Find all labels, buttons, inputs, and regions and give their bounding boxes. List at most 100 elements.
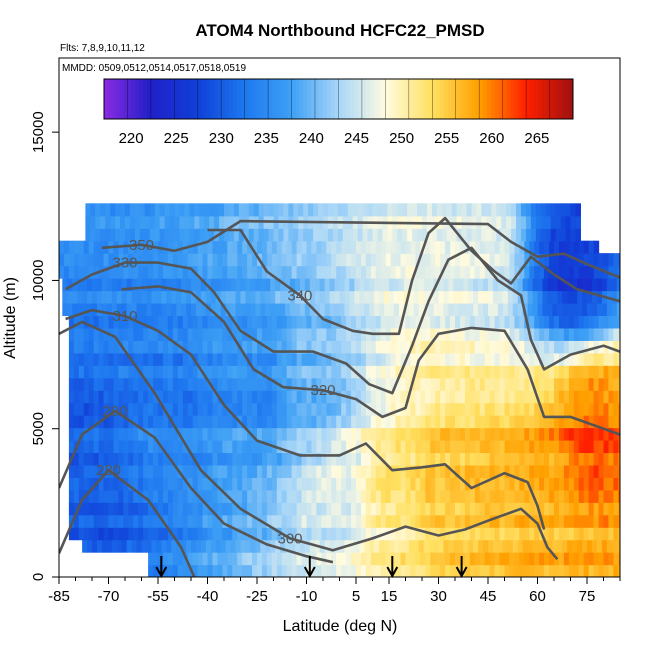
heatmap-cell [257, 352, 263, 366]
heatmap-cell [167, 439, 174, 454]
heatmap-cell [159, 215, 166, 229]
heatmap-cell [450, 365, 456, 379]
heatmap-cell [596, 290, 603, 304]
heatmap-cell [459, 327, 466, 341]
heatmap-cell [390, 253, 397, 267]
heatmap-cell [177, 315, 184, 329]
heatmap-cell [499, 402, 506, 416]
heatmap-cell [430, 365, 436, 379]
heatmap-cell [167, 564, 174, 577]
heatmap-cell [464, 365, 471, 379]
heatmap-cell [88, 315, 95, 329]
heatmap-cell [263, 203, 270, 217]
heatmap-cell [334, 290, 341, 304]
heatmap-cell [534, 327, 540, 341]
heatmap-cell [257, 265, 263, 279]
heatmap-cell [73, 402, 80, 416]
contour-line-310 [65, 308, 546, 530]
heatmap-cell [162, 253, 169, 267]
heatmap-cell [261, 464, 268, 478]
heatmap-cell [129, 215, 136, 229]
heatmap-cell [544, 390, 550, 404]
heatmap-cell [197, 527, 204, 541]
heatmap-cell [489, 315, 496, 329]
heatmap-cell [306, 265, 313, 279]
heatmap-cell [227, 377, 233, 391]
heatmap-cell [172, 253, 179, 267]
heatmap-cell [148, 327, 154, 341]
heatmap-cell [202, 477, 209, 491]
heatmap-cell [403, 539, 410, 553]
heatmap-cell [172, 240, 179, 254]
heatmap-cell [618, 489, 620, 503]
heatmap-cell [138, 265, 144, 279]
heatmap-cell [445, 377, 451, 391]
heatmap-cell [357, 203, 364, 217]
heatmap-cell [578, 390, 585, 404]
heatmap-cell [563, 452, 570, 466]
heatmap-cell [215, 302, 222, 317]
heatmap-cell [372, 203, 379, 217]
heatmap-cell [428, 539, 435, 553]
heatmap-cell [593, 377, 600, 391]
heatmap-cell [443, 278, 449, 292]
heatmap-cell [593, 464, 600, 478]
heatmap-cell [331, 253, 337, 267]
heatmap-cell [164, 228, 171, 242]
contour-line-290 [59, 409, 334, 564]
heatmap-cell [247, 514, 253, 528]
heatmap-cell [126, 539, 133, 553]
heatmap-cell [504, 489, 511, 503]
heatmap-cell [341, 315, 347, 329]
heatmap-cell [534, 415, 540, 429]
heatmap-cell [554, 527, 560, 541]
heatmap-cell [532, 539, 539, 553]
heatmap-cell [266, 352, 273, 366]
heatmap-cell [410, 365, 416, 379]
heatmap-cell [484, 315, 491, 329]
heatmap-cell [395, 464, 402, 478]
heatmap-cell [435, 352, 441, 366]
heatmap-cell [336, 377, 342, 391]
heatmap-cell [563, 464, 570, 478]
heatmap-cell [257, 552, 263, 566]
heatmap-cell [588, 489, 595, 503]
heatmap-cell [341, 427, 347, 441]
heatmap-cell [410, 315, 416, 329]
heatmap-cell [385, 452, 392, 466]
heatmap-cell [158, 390, 164, 404]
heatmap-cell [93, 240, 100, 254]
heatmap-cell [425, 377, 431, 391]
colorbar-swatch [389, 79, 394, 119]
heatmap-cell [393, 302, 400, 317]
heatmap-cell [469, 527, 476, 541]
heatmap-cell [296, 552, 303, 566]
heatmap-cell [237, 365, 243, 379]
heatmap-cell [352, 203, 359, 217]
heatmap-cell [385, 377, 392, 391]
heatmap-cell [484, 489, 491, 503]
heatmap-cell [456, 203, 463, 217]
contour-line-320 [121, 285, 620, 436]
heatmap-cell [227, 390, 233, 404]
heatmap-cell [232, 253, 238, 267]
heatmap-cell [438, 302, 445, 317]
heatmap-cell [148, 340, 154, 354]
heatmap-cell [78, 390, 85, 404]
heatmap-cell [192, 340, 199, 354]
heatmap-cell [573, 564, 580, 577]
colorbar-swatch [490, 79, 496, 119]
heatmap-cell [514, 327, 520, 341]
heatmap-cell [380, 402, 387, 416]
heatmap-cell [271, 452, 278, 466]
heatmap-cell [336, 240, 342, 254]
heatmap-cell [618, 390, 620, 404]
heatmap-cell [370, 340, 377, 354]
heatmap-cell [351, 390, 357, 404]
heatmap-cell [245, 539, 251, 553]
heatmap-cell [435, 527, 441, 541]
heatmap-cell [484, 402, 491, 416]
heatmap-cell [356, 514, 362, 528]
heatmap-cell [395, 340, 402, 354]
heatmap-cell [331, 340, 337, 354]
